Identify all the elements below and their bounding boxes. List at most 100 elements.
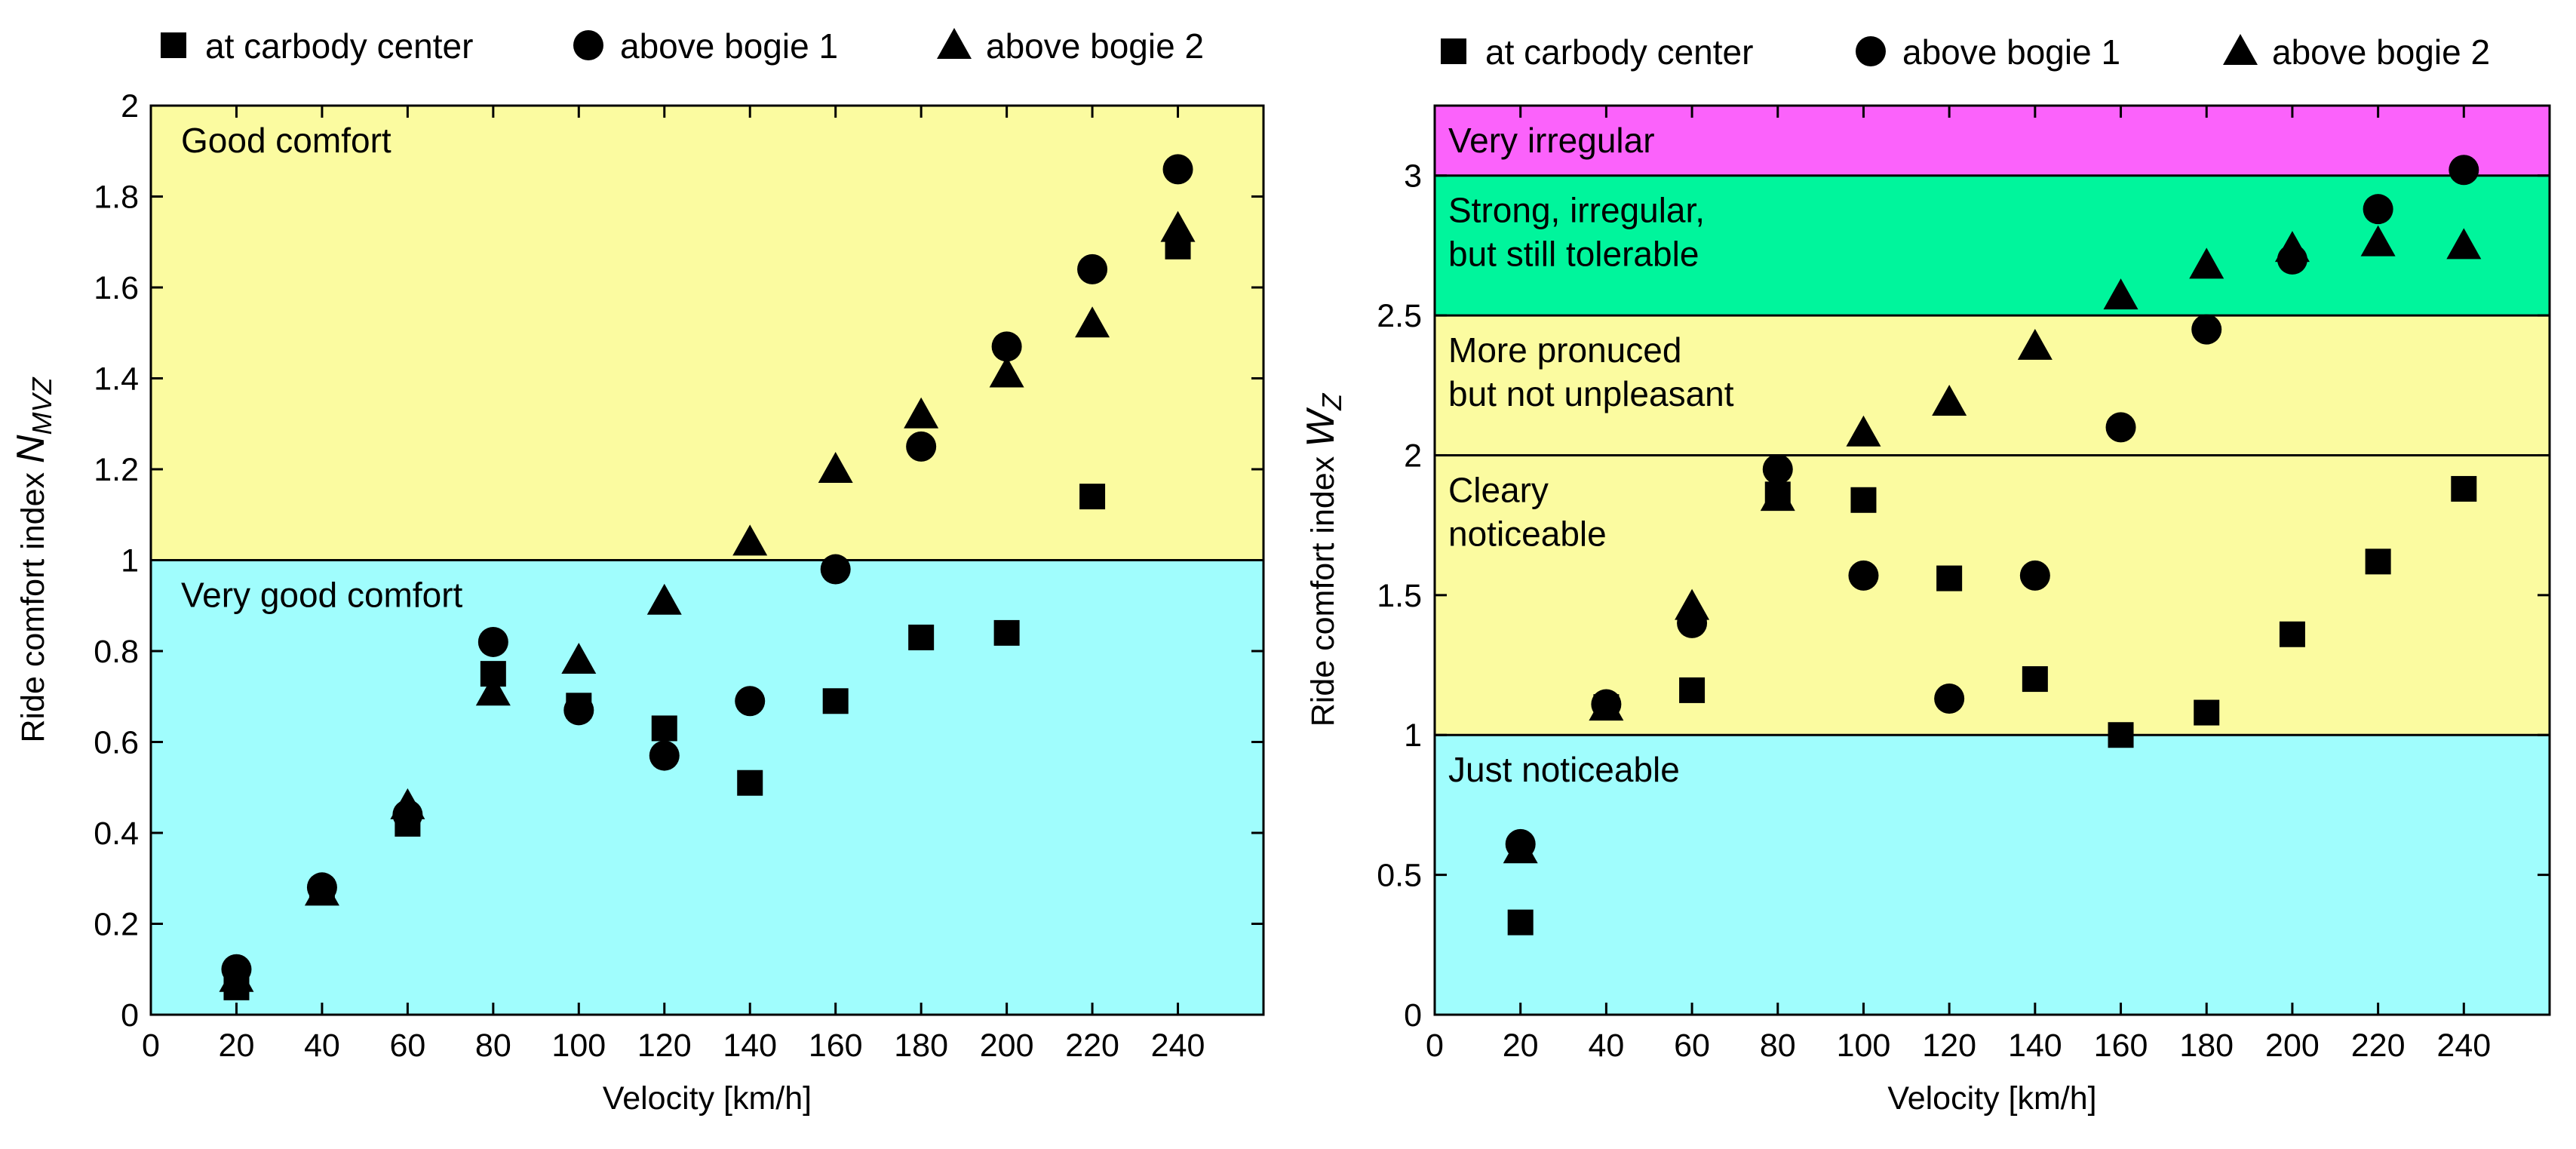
data-point-circle xyxy=(1934,684,1965,714)
data-point-triangle xyxy=(219,960,254,992)
legend-marker-triangle xyxy=(2223,34,2258,65)
x-tick-label: 80 xyxy=(1760,1028,1796,1064)
x-tick-label: 0 xyxy=(1426,1028,1444,1064)
x-tick-label: 40 xyxy=(304,1028,340,1064)
y-tick-label: 1.6 xyxy=(94,270,139,306)
data-point-square xyxy=(1079,484,1106,510)
x-tick-label: 200 xyxy=(980,1028,1034,1064)
data-point-triangle xyxy=(475,674,511,706)
right-chart-wz: Very irregular Strong, irregular, but stil… xyxy=(1299,32,2551,1117)
x-tick-label: 120 xyxy=(1922,1028,1976,1064)
data-point-square xyxy=(2279,621,2305,647)
data-point-square xyxy=(2022,666,2048,693)
y-tick-label: 0.5 xyxy=(1377,858,1422,894)
data-point-circle xyxy=(735,686,766,717)
data-point-triangle xyxy=(904,397,939,429)
legend-label: at carbody center xyxy=(1485,32,1753,72)
y-tick-label: 1.2 xyxy=(94,452,139,488)
y-tick-label: 0 xyxy=(1404,997,1422,1034)
data-point-circle xyxy=(1077,253,1108,284)
y-tick-label: 2 xyxy=(121,88,139,124)
y-tick-label: 1.5 xyxy=(1377,578,1422,614)
region-label: but not unpleasant xyxy=(1448,374,1734,413)
x-tick-label: 20 xyxy=(219,1028,255,1064)
y-tick-label: 0.2 xyxy=(94,907,139,943)
data-point-square xyxy=(908,624,935,650)
region-label: Just noticeable xyxy=(1448,750,1680,789)
y-axis-label-symbol: W xyxy=(1299,407,1343,447)
legend-label: above bogie 1 xyxy=(620,26,838,66)
x-tick-label: 100 xyxy=(1837,1028,1891,1064)
x-tick-label: 160 xyxy=(2094,1028,2148,1064)
x-tick-label: 80 xyxy=(475,1028,511,1064)
legend-label: above bogie 2 xyxy=(986,26,1204,66)
data-point-triangle xyxy=(2017,328,2053,360)
y-tick-label: 0.8 xyxy=(94,634,139,670)
data-point-triangle xyxy=(1675,588,1710,620)
y-tick-label: 1.8 xyxy=(94,180,139,216)
region-label: but still tolerable xyxy=(1448,235,1699,274)
data-point-square xyxy=(2108,722,2134,748)
y-tick-label: 2 xyxy=(1404,438,1422,474)
data-point-square xyxy=(1507,909,1534,935)
data-point-triangle xyxy=(646,583,682,615)
x-tick-label: 200 xyxy=(2265,1028,2320,1064)
data-point-triangle xyxy=(1932,385,1967,416)
data-point-triangle xyxy=(390,788,425,819)
legend-marker-triangle xyxy=(937,28,972,59)
data-point-triangle xyxy=(2446,228,2482,260)
region-label: noticeable xyxy=(1448,514,1607,553)
data-point-circle xyxy=(563,695,594,726)
region-label: More pronuced xyxy=(1448,330,1681,370)
x-tick-label: 60 xyxy=(389,1028,425,1064)
data-point-circle xyxy=(991,331,1022,362)
data-point-triangle xyxy=(1589,690,1624,721)
data-point-circle xyxy=(1848,560,1879,591)
region-band xyxy=(1435,735,2550,1015)
data-point-circle xyxy=(2449,155,2479,186)
data-point-circle xyxy=(1162,154,1193,185)
y-tick-label: 0.6 xyxy=(94,725,139,761)
data-point-triangle xyxy=(818,452,853,483)
data-point-triangle xyxy=(2189,247,2224,279)
y-axis-label-symbol: N xyxy=(9,435,53,463)
data-point-square xyxy=(993,619,1020,646)
x-tick-label: 180 xyxy=(2179,1028,2234,1064)
data-point-triangle xyxy=(1503,832,1538,864)
legend-marker-square xyxy=(1441,38,1466,64)
y-axis-label: Ride comfort index WZ xyxy=(1299,393,1347,727)
data-point-circle xyxy=(2019,560,2050,591)
data-point-triangle xyxy=(1075,306,1110,338)
data-point-square xyxy=(737,770,763,796)
region-label: Very irregular xyxy=(1448,121,1655,160)
y-tick-label: 3 xyxy=(1404,158,1422,195)
region-band xyxy=(1435,455,2550,736)
legend-label: at carbody center xyxy=(205,26,473,66)
region-label: Strong, irregular, xyxy=(1448,191,1705,230)
data-point-circle xyxy=(2363,194,2393,225)
data-point-circle xyxy=(2191,314,2222,345)
data-point-triangle xyxy=(1760,480,1795,512)
x-tick-label: 0 xyxy=(142,1028,160,1064)
data-point-triangle xyxy=(732,524,768,556)
x-tick-label: 140 xyxy=(723,1028,777,1064)
y-axis-label: Ride comfort index NMVZ xyxy=(9,377,57,743)
x-tick-label: 140 xyxy=(2008,1028,2062,1064)
y-tick-label: 1 xyxy=(1404,717,1422,754)
y-tick-label: 0 xyxy=(121,997,139,1034)
data-point-square xyxy=(651,715,677,742)
x-tick-label: 220 xyxy=(2351,1028,2406,1064)
y-axis-label-text: Ride comfort index xyxy=(15,463,51,742)
data-point-triangle xyxy=(2274,231,2310,263)
data-point-triangle xyxy=(2103,278,2138,310)
data-point-triangle xyxy=(989,356,1024,388)
data-point-square xyxy=(1850,487,1877,513)
region-band xyxy=(1435,106,2550,176)
data-point-square xyxy=(2451,475,2477,502)
x-tick-label: 20 xyxy=(1503,1028,1539,1064)
legend-label: above bogie 2 xyxy=(2272,32,2490,72)
y-tick-label: 1.4 xyxy=(94,361,139,398)
x-axis-label: Velocity [km/h] xyxy=(603,1080,812,1117)
